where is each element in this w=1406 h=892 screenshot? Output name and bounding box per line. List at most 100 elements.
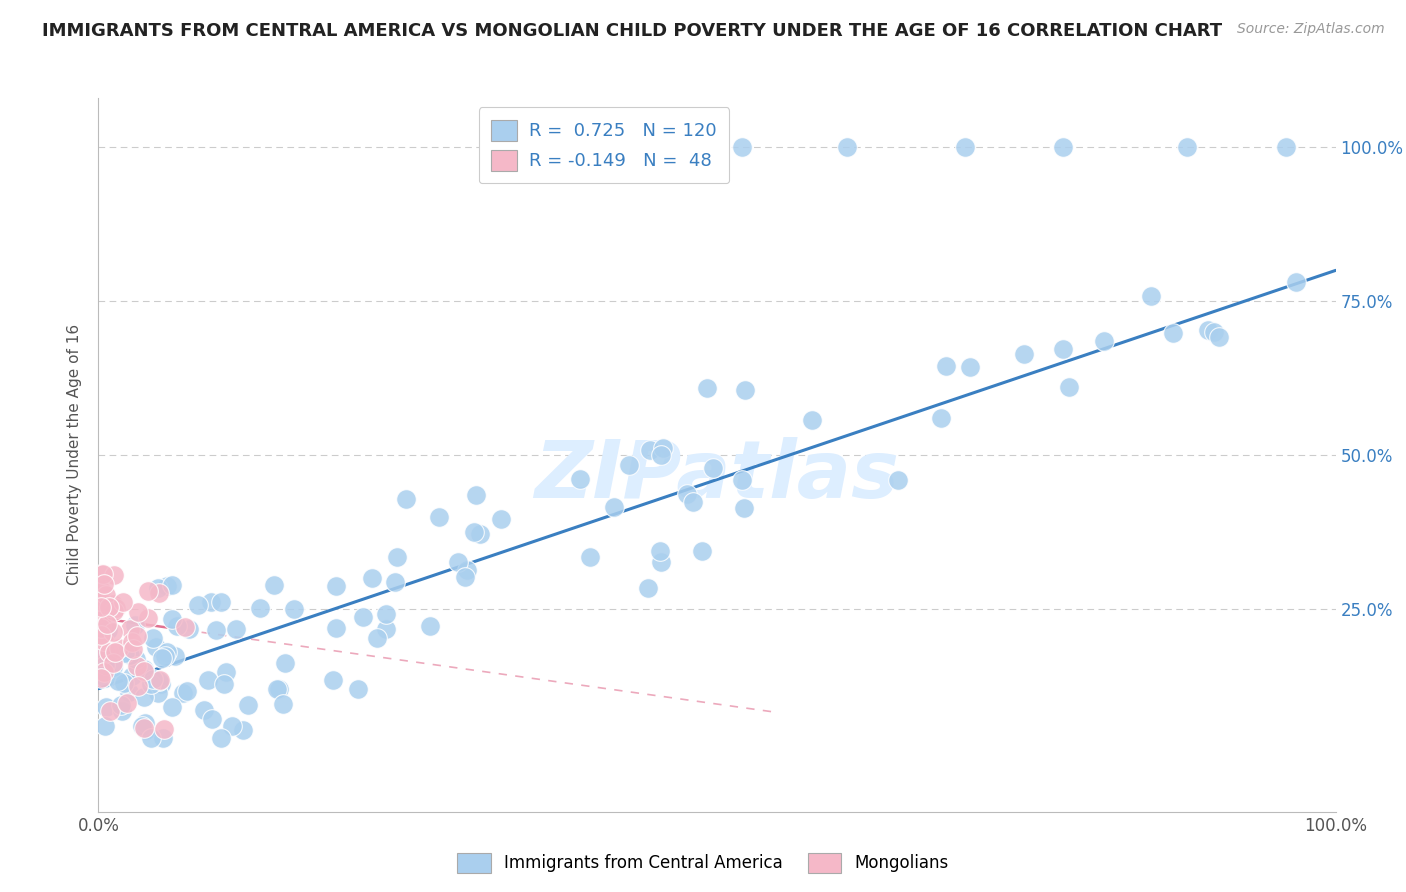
- Point: [94, 671, 117, 685]
- Point: [271, 697, 294, 711]
- Point: [1275, 140, 1298, 154]
- Point: [651, 441, 673, 455]
- Point: [136, 611, 159, 625]
- Point: [489, 512, 512, 526]
- Point: [648, 544, 671, 558]
- Point: [702, 461, 724, 475]
- Point: [835, 140, 858, 154]
- Point: [214, 665, 236, 679]
- Point: [352, 610, 374, 624]
- Point: [103, 568, 125, 582]
- Point: [127, 679, 149, 693]
- Point: [1139, 288, 1161, 302]
- Point: [98, 704, 121, 718]
- Point: [131, 719, 153, 733]
- Point: [150, 651, 173, 665]
- Point: [111, 704, 134, 718]
- Point: [454, 569, 477, 583]
- Point: [163, 648, 186, 663]
- Point: [209, 731, 232, 745]
- Point: [193, 703, 215, 717]
- Point: [90, 599, 112, 613]
- Point: [136, 583, 159, 598]
- Point: [929, 411, 952, 425]
- Point: [172, 686, 194, 700]
- Point: [603, 500, 626, 515]
- Point: [384, 575, 406, 590]
- Point: [94, 700, 117, 714]
- Point: [160, 578, 183, 592]
- Point: [142, 631, 165, 645]
- Point: [91, 591, 114, 605]
- Point: [134, 715, 156, 730]
- Point: [419, 619, 441, 633]
- Point: [121, 635, 143, 649]
- Point: [91, 614, 114, 628]
- Point: [1057, 380, 1080, 394]
- Point: [111, 595, 134, 609]
- Point: [283, 602, 305, 616]
- Point: [650, 448, 672, 462]
- Point: [1052, 342, 1074, 356]
- Point: [160, 699, 183, 714]
- Point: [134, 690, 156, 704]
- Y-axis label: Child Poverty Under the Age of 16: Child Poverty Under the Age of 16: [67, 325, 83, 585]
- Point: [375, 607, 398, 621]
- Point: [156, 579, 179, 593]
- Point: [427, 510, 450, 524]
- Point: [1161, 326, 1184, 341]
- Point: [366, 631, 388, 645]
- Point: [90, 566, 112, 581]
- Point: [347, 681, 370, 696]
- Point: [1175, 140, 1198, 154]
- Point: [93, 657, 115, 672]
- Point: [200, 595, 222, 609]
- Point: [463, 525, 485, 540]
- Point: [959, 359, 981, 374]
- Point: [141, 677, 163, 691]
- Point: [187, 598, 209, 612]
- Point: [205, 623, 228, 637]
- Point: [176, 683, 198, 698]
- Point: [201, 712, 224, 726]
- Point: [734, 383, 756, 397]
- Point: [325, 579, 347, 593]
- Point: [90, 594, 112, 608]
- Point: [935, 359, 957, 373]
- Point: [638, 442, 661, 457]
- Point: [953, 140, 976, 154]
- Point: [325, 621, 347, 635]
- Point: [249, 601, 271, 615]
- Point: [90, 649, 112, 664]
- Point: [153, 722, 176, 736]
- Point: [127, 606, 149, 620]
- Point: [267, 682, 290, 697]
- Point: [98, 645, 121, 659]
- Point: [1285, 275, 1308, 289]
- Point: [93, 576, 115, 591]
- Point: [90, 630, 112, 644]
- Point: [221, 719, 243, 733]
- Point: [149, 673, 172, 687]
- Point: [148, 673, 170, 688]
- Point: [160, 612, 183, 626]
- Point: [127, 629, 149, 643]
- Point: [120, 648, 142, 662]
- Point: [112, 676, 135, 690]
- Point: [90, 671, 112, 685]
- Point: [125, 652, 148, 666]
- Point: [104, 600, 127, 615]
- Point: [93, 644, 115, 658]
- Point: [101, 597, 124, 611]
- Point: [617, 458, 640, 472]
- Point: [692, 544, 714, 558]
- Point: [395, 491, 418, 506]
- Point: [146, 581, 169, 595]
- Point: [148, 585, 170, 599]
- Point: [115, 696, 138, 710]
- Point: [97, 623, 120, 637]
- Point: [212, 677, 235, 691]
- Text: IMMIGRANTS FROM CENTRAL AMERICA VS MONGOLIAN CHILD POVERTY UNDER THE AGE OF 16 C: IMMIGRANTS FROM CENTRAL AMERICA VS MONGO…: [42, 22, 1222, 40]
- Point: [145, 640, 167, 654]
- Point: [675, 487, 697, 501]
